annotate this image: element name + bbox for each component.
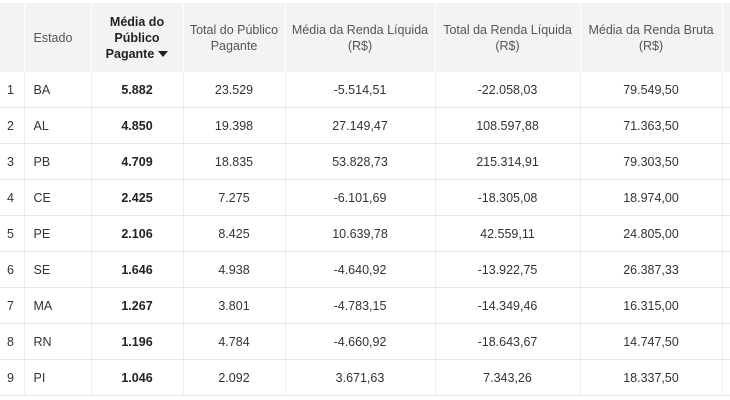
table-row: 1 BA 5.882 23.529 -5.514,51 -22.058,03 79.549,… (0, 72, 730, 108)
header-total-renda-liquida[interactable]: Total da Renda Líquida (R$) (435, 3, 581, 72)
cell-estado: AL (24, 107, 92, 144)
table-row: 7 MA 1.267 3.801 -4.783,15 -14.349,46 16.315,0… (0, 287, 730, 324)
data-table: Estado Média do Público Pagante Total do… (0, 3, 730, 396)
cell-media-publico: 5.882 (91, 72, 184, 108)
cell-cut-off (722, 251, 730, 288)
cell-total-publico: 7.275 (183, 179, 286, 216)
cell-cut-off (722, 143, 730, 180)
cell-row-index: 4 (0, 179, 25, 216)
cell-media-renda-liquida: -5.514,51 (285, 72, 436, 108)
cell-media-publico: 2.106 (91, 215, 184, 252)
cell-total-publico: 23.529 (183, 72, 286, 108)
cell-estado: BA (24, 72, 92, 108)
cell-row-index: 2 (0, 107, 25, 144)
cell-row-index: 6 (0, 251, 25, 288)
cell-estado: PI (24, 359, 92, 396)
cell-media-renda-bruta: 71.363,50 (580, 107, 723, 144)
table-row: 8 RN 1.196 4.784 -4.660,92 -18.643,67 14.747,5… (0, 323, 730, 360)
cell-media-renda-bruta: 79.303,50 (580, 143, 723, 180)
cell-total-publico: 4.784 (183, 323, 286, 360)
cell-cut-off (722, 107, 730, 144)
cell-media-renda-liquida: -4.660,92 (285, 323, 436, 360)
cell-estado: RN (24, 323, 92, 360)
cell-cut-off (722, 215, 730, 252)
cell-total-renda-liquida: -14.349,46 (435, 287, 581, 324)
cell-estado: MA (24, 287, 92, 324)
cell-media-publico: 1.196 (91, 323, 184, 360)
sort-descending-icon (158, 51, 169, 58)
header-estado[interactable]: Estado (24, 3, 92, 72)
cell-media-renda-liquida: 10.639,78 (285, 215, 436, 252)
cell-media-renda-bruta: 26.387,33 (580, 251, 723, 288)
cell-cut-off (722, 287, 730, 324)
cell-total-publico: 19.398 (183, 107, 286, 144)
cell-total-publico: 4.938 (183, 251, 286, 288)
cell-media-renda-liquida: -4.640,92 (285, 251, 436, 288)
cell-media-renda-liquida: 3.671,63 (285, 359, 436, 396)
header-media-renda-liquida[interactable]: Média da Renda Líquida (R$) (285, 3, 436, 72)
cell-cut-off (722, 359, 730, 396)
cell-row-index: 3 (0, 143, 25, 180)
cell-total-renda-liquida: -18.643,67 (435, 323, 581, 360)
cell-total-publico: 3.801 (183, 287, 286, 324)
cell-estado: PE (24, 215, 92, 252)
cell-estado: PB (24, 143, 92, 180)
cell-media-publico: 2.425 (91, 179, 184, 216)
table-row: 4 CE 2.425 7.275 -6.101,69 -18.305,08 18.974,0… (0, 179, 730, 216)
cell-media-renda-bruta: 79.549,50 (580, 72, 723, 108)
cell-row-index: 9 (0, 359, 25, 396)
cell-media-renda-liquida: 27.149,47 (285, 107, 436, 144)
header-total-publico[interactable]: Total do Público Pagante (183, 3, 286, 72)
cell-total-publico: 18.835 (183, 143, 286, 180)
cell-total-renda-liquida: 42.559,11 (435, 215, 581, 252)
header-row: Estado Média do Público Pagante Total do… (0, 3, 730, 72)
table-row: 6 SE 1.646 4.938 -4.640,92 -13.922,75 26.387,3… (0, 251, 730, 288)
cell-media-renda-bruta: 16.315,00 (580, 287, 723, 324)
cell-media-renda-liquida: -4.783,15 (285, 287, 436, 324)
table-row: 2 AL 4.850 19.398 27.149,47 108.597,88 71.363,… (0, 107, 730, 144)
cell-media-renda-bruta: 18.974,00 (580, 179, 723, 216)
header-index (0, 3, 25, 72)
header-label: Média do Público Pagante (105, 14, 165, 61)
cell-row-index: 7 (0, 287, 25, 324)
cell-row-index: 8 (0, 323, 25, 360)
cell-total-renda-liquida: 108.597,88 (435, 107, 581, 144)
cell-row-index: 1 (0, 72, 25, 108)
table-row: 3 PB 4.709 18.835 53.828,73 215.314,91 79.303,… (0, 143, 730, 180)
cell-total-publico: 8.425 (183, 215, 286, 252)
cell-total-renda-liquida: 215.314,91 (435, 143, 581, 180)
cell-media-renda-liquida: -6.101,69 (285, 179, 436, 216)
cell-media-publico: 1.046 (91, 359, 184, 396)
cell-total-publico: 2.092 (183, 359, 286, 396)
cell-media-renda-bruta: 24.805,00 (580, 215, 723, 252)
cell-media-renda-bruta: 18.337,50 (580, 359, 723, 396)
header-media-publico[interactable]: Média do Público Pagante (91, 3, 184, 72)
cell-total-renda-liquida: -22.058,03 (435, 72, 581, 108)
cell-cut-off (722, 323, 730, 360)
header-media-renda-bruta[interactable]: Média da Renda Bruta (R$) (580, 3, 723, 72)
cell-estado: CE (24, 179, 92, 216)
cell-media-renda-liquida: 53.828,73 (285, 143, 436, 180)
cell-estado: SE (24, 251, 92, 288)
cell-media-publico: 4.709 (91, 143, 184, 180)
table-row: 5 PE 2.106 8.425 10.639,78 42.559,11 24.805,00 (0, 215, 730, 252)
cell-media-publico: 1.267 (91, 287, 184, 324)
header-cut-off[interactable] (722, 3, 730, 72)
cell-media-renda-bruta: 14.747,50 (580, 323, 723, 360)
cell-total-renda-liquida: -13.922,75 (435, 251, 581, 288)
cell-media-publico: 4.850 (91, 107, 184, 144)
cell-cut-off (722, 179, 730, 216)
cell-cut-off (722, 72, 730, 108)
cell-total-renda-liquida: -18.305,08 (435, 179, 581, 216)
cell-row-index: 5 (0, 215, 25, 252)
cell-media-publico: 1.646 (91, 251, 184, 288)
table-row: 9 PI 1.046 2.092 3.671,63 7.343,26 18.337,50 (0, 359, 730, 396)
cell-total-renda-liquida: 7.343,26 (435, 359, 581, 396)
